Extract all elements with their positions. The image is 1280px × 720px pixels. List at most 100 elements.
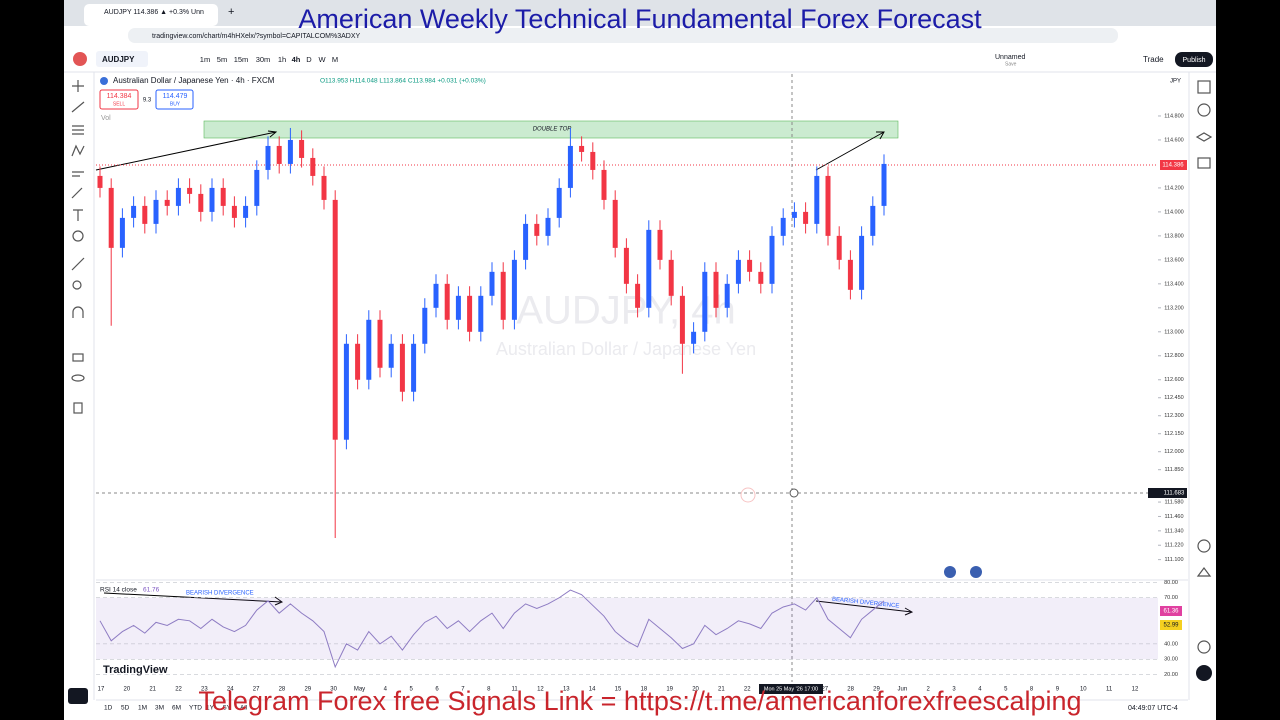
candle-body [814,175,820,224]
range-button[interactable]: 5D [121,705,130,712]
tab-title: AUDJPY 114.386 ▲ +0.3% Unn [104,9,204,16]
candle-body [187,187,193,194]
time-label: 24 [227,687,234,693]
notifications[interactable] [1197,640,1211,654]
symbol[interactable]: AUDJPY [102,55,135,64]
chat[interactable] [1197,157,1211,169]
buy-button[interactable] [155,89,194,110]
vol-label: Vol [101,115,111,122]
interval[interactable]: 4h [292,55,301,64]
candle-body [489,271,495,296]
trade[interactable]: Trade [1143,55,1164,64]
left-toolbar [68,72,95,704]
candle-body [119,217,125,248]
time-label: 12 [537,687,544,693]
candle-body [500,271,506,320]
tool-crosshair[interactable] [72,80,84,92]
interval[interactable]: 5m [217,55,227,64]
candle-body [355,343,361,380]
candle-body [220,187,226,206]
target[interactable] [1197,539,1211,553]
candle-body [209,187,215,212]
y-tick-label: 114.000 [1164,209,1183,215]
range-button[interactable]: YTD [189,705,202,712]
interval[interactable]: D [306,55,312,64]
crosshair-price: 111.683 [1164,491,1185,497]
interval[interactable]: W [318,55,326,64]
layout-name[interactable]: Unnamed [995,54,1025,61]
candle-body [422,307,428,344]
interval[interactable]: 1h [278,55,286,64]
interval[interactable]: 1m [200,55,210,64]
publish-button[interactable] [1175,52,1213,67]
time-label: 19 [666,687,673,693]
range-button[interactable]: 1D [104,705,113,712]
time-label: 11 [511,687,518,693]
tool-magnet[interactable] [72,306,84,318]
y-tick-label: 113.200 [1164,305,1183,311]
tool-forecast[interactable] [72,171,84,177]
candle-body [467,295,473,332]
candle-body [780,217,786,236]
rsi-tick-label: 20.00 [1164,672,1178,678]
range-button[interactable]: 1M [138,705,147,712]
tool-fib[interactable] [72,125,84,135]
tool-brush[interactable] [71,187,83,199]
new-tab[interactable]: + [228,6,234,18]
candle-body [198,193,204,212]
tool-line[interactable] [71,101,85,113]
tool-pattern[interactable] [71,144,85,157]
tab[interactable] [84,4,218,26]
alerts[interactable] [1197,103,1211,117]
y-tick-label: 112.000 [1164,449,1183,455]
ideas[interactable] [1196,567,1212,577]
symbol-box[interactable] [96,51,148,67]
tool-text[interactable] [73,209,83,221]
rsi-ma: 52.99 [1163,623,1179,629]
avatar[interactable] [73,52,87,66]
candle-body [287,139,293,164]
interval[interactable]: M [332,55,338,64]
save[interactable]: Save [1005,61,1017,67]
tool-icon[interactable] [72,230,84,242]
interval[interactable]: 15m [234,55,249,64]
buy-price: 114.479 [163,93,188,100]
candle-body [142,205,148,224]
time-label: 30 [330,687,337,693]
event-marker[interactable] [944,566,956,578]
sell-button[interactable] [99,89,139,110]
tool-ruler[interactable] [71,257,85,271]
watchlist[interactable] [1197,80,1211,94]
range-button[interactable]: 1Y [206,705,215,712]
layers[interactable] [1195,132,1213,142]
currency[interactable]: JPY [1170,79,1181,85]
address-bar[interactable] [128,28,1118,43]
y-tick-label: 113.000 [1164,329,1183,335]
divergence-left: BEARISH DIVERGENCE [186,591,254,597]
tool-trash[interactable] [73,402,83,414]
range-button[interactable]: 5Y [223,705,232,712]
instrument: Australian Dollar / Japanese Yen · 4h · … [113,76,275,85]
rsi-ma-marker [1160,620,1182,630]
apps[interactable] [1196,665,1212,681]
candle-body [747,259,753,272]
double-top-label: DOUBLE TOP [533,127,572,133]
tool-zoom[interactable] [72,280,82,290]
range-button[interactable]: All [240,705,248,712]
range-button[interactable]: 3M [155,705,164,712]
y-tick-label: 111.580 [1164,500,1183,506]
candle-body [332,199,338,440]
candle-body [399,343,405,392]
candle-body [769,235,775,284]
interval[interactable]: 30m [256,55,271,64]
tool-eye[interactable] [71,374,85,382]
rsi-label: RSI 14 close [100,587,137,594]
candle-body [601,169,607,200]
tool-lock[interactable] [72,353,84,362]
y-tick-label: 113.800 [1164,233,1183,239]
event-marker[interactable] [970,566,982,578]
object-tree[interactable] [68,688,88,704]
range-button[interactable]: 6M [172,705,181,712]
y-tick-label: 112.600 [1164,377,1183,383]
candle-body [131,205,137,218]
